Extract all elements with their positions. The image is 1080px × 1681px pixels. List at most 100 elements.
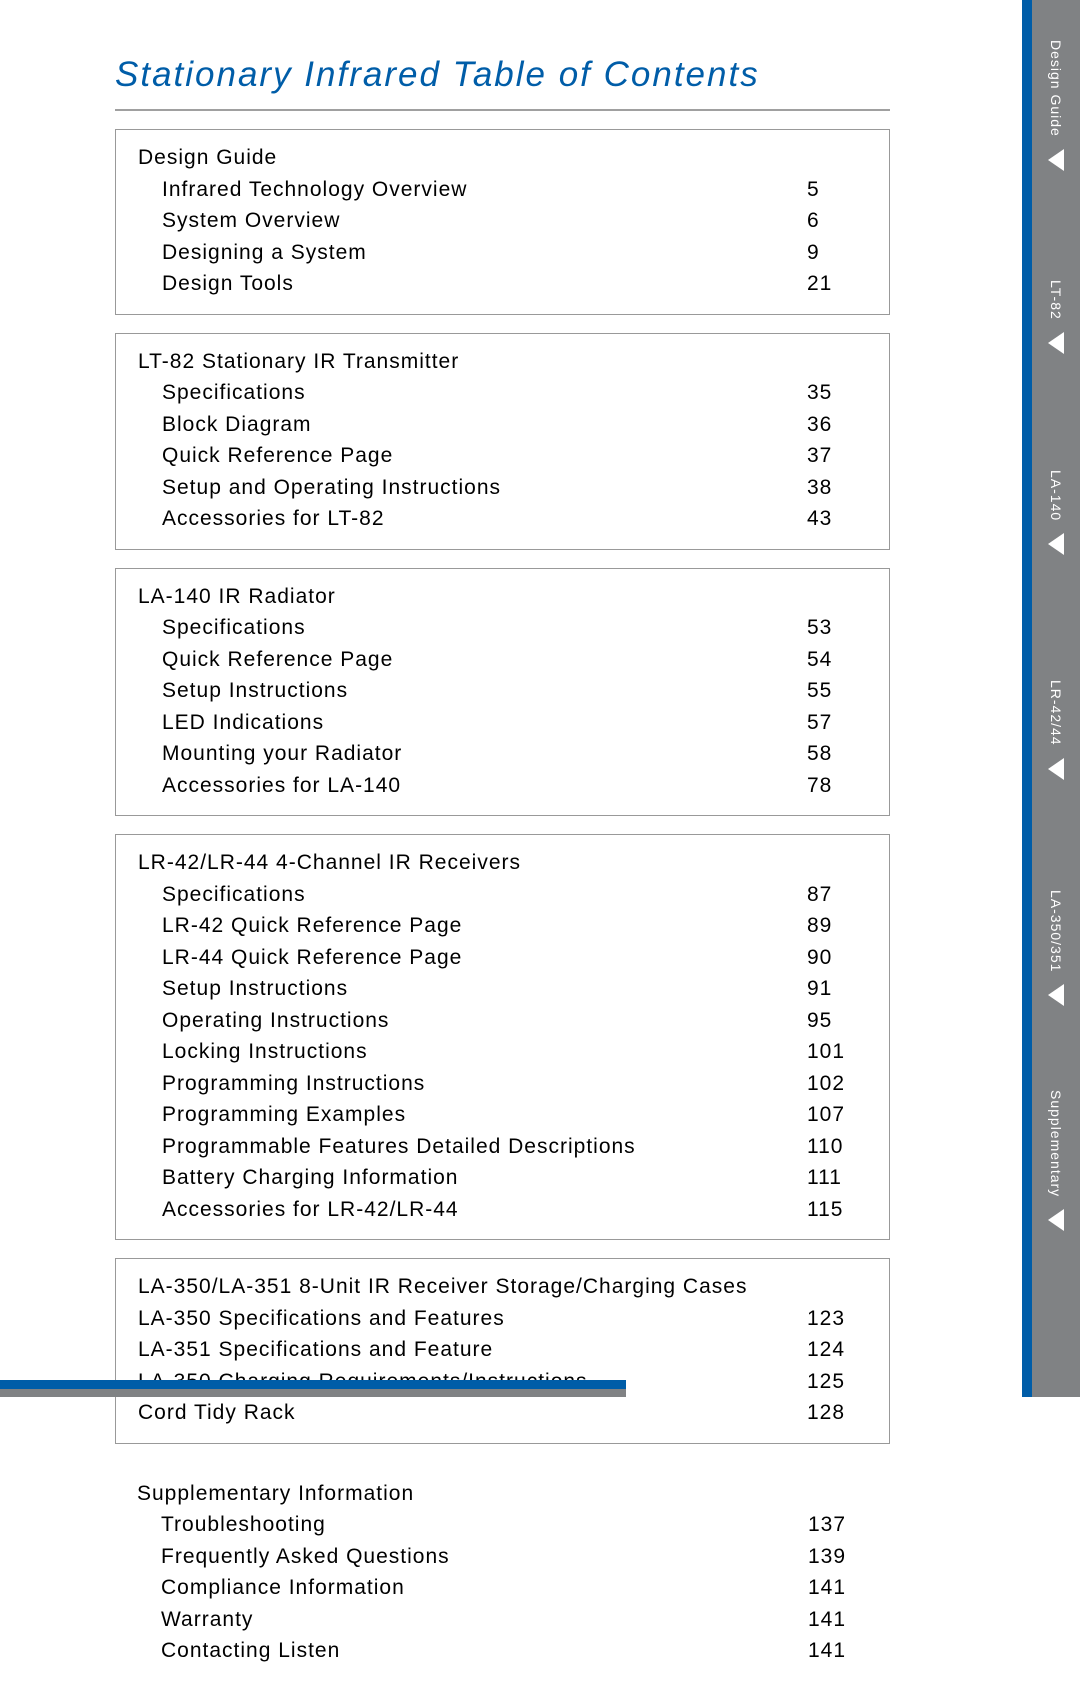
toc-label: LA-350 Specifications and Features <box>138 1303 807 1335</box>
toc-label: Troubleshooting <box>161 1509 808 1541</box>
toc-page: 38 <box>807 472 867 504</box>
toc-page: 141 <box>808 1572 868 1604</box>
left-arrow-icon <box>1048 149 1064 171</box>
toc-row: Battery Charging Information111 <box>138 1162 867 1194</box>
toc-container: Design GuideInfrared Technology Overview… <box>115 129 890 1681</box>
toc-label: Accessories for LT-82 <box>162 503 807 535</box>
sidebar-tab[interactable]: LA-350/351 <box>1032 890 1080 1006</box>
toc-label: Accessories for LR-42/LR-44 <box>162 1194 807 1226</box>
toc-page: 58 <box>807 738 867 770</box>
toc-page: 101 <box>807 1036 867 1068</box>
tab-label: LR-42/44 <box>1048 680 1064 746</box>
toc-label: Accessories for LA-140 <box>162 770 807 802</box>
toc-label: Specifications <box>162 612 807 644</box>
sidebar-tab[interactable]: LA-140 <box>1032 470 1080 555</box>
toc-label: Mounting your Radiator <box>162 738 807 770</box>
toc-page: 43 <box>807 503 867 535</box>
toc-row: Specifications35 <box>138 377 867 409</box>
footer-bar-blue <box>0 1380 626 1389</box>
left-arrow-icon <box>1048 533 1064 555</box>
toc-label: Specifications <box>162 377 807 409</box>
tab-label: Supplementary <box>1048 1090 1064 1197</box>
toc-row: Locking Instructions101 <box>138 1036 867 1068</box>
toc-page: 107 <box>807 1099 867 1131</box>
toc-label: Programming Instructions <box>162 1068 807 1100</box>
toc-label: Locking Instructions <box>162 1036 807 1068</box>
toc-row: Programming Instructions102 <box>138 1068 867 1100</box>
sidebar-tab[interactable]: Supplementary <box>1032 1090 1080 1231</box>
tab-label: LA-140 <box>1048 470 1064 521</box>
toc-page: 55 <box>807 675 867 707</box>
toc-label: Warranty <box>161 1604 808 1636</box>
toc-row: LR-42 Quick Reference Page89 <box>138 910 867 942</box>
sidebar-tabs: Design Guide LT-82 LA-140 LR-42/44 LA-350/35… <box>1022 0 1080 1397</box>
toc-page: 91 <box>807 973 867 1005</box>
toc-label: Programmable Features Detailed Descripti… <box>162 1131 807 1163</box>
section-heading: Supplementary Information <box>137 1478 868 1510</box>
toc-section: LA-350/LA-351 8-Unit IR Receiver Storage… <box>115 1258 890 1444</box>
sidebar-tab[interactable]: Design Guide <box>1032 40 1080 171</box>
toc-page: 141 <box>808 1635 868 1667</box>
toc-page: 87 <box>807 879 867 911</box>
toc-label: LED Indications <box>162 707 807 739</box>
toc-page: 37 <box>807 440 867 472</box>
left-arrow-icon <box>1048 1209 1064 1231</box>
sidebar-tab[interactable]: LR-42/44 <box>1032 680 1080 780</box>
toc-page: 123 <box>807 1303 867 1335</box>
section-heading: LT-82 Stationary IR Transmitter <box>138 346 867 378</box>
toc-row: Setup and Operating Instructions38 <box>138 472 867 504</box>
toc-label: Contacting Listen <box>161 1635 808 1667</box>
toc-row: Specifications53 <box>138 612 867 644</box>
toc-row: LR-44 Quick Reference Page90 <box>138 942 867 974</box>
toc-label: System Overview <box>162 205 807 237</box>
toc-label: LR-42 Quick Reference Page <box>162 910 807 942</box>
toc-row: Setup Instructions91 <box>138 973 867 1005</box>
tab-label: LA-350/351 <box>1048 890 1064 972</box>
toc-row: Accessories for LR-42/LR-44115 <box>138 1194 867 1226</box>
toc-row: Troubleshooting137 <box>137 1509 868 1541</box>
toc-label: Frequently Asked Questions <box>161 1541 808 1573</box>
toc-section: LR-42/LR-44 4-Channel IR ReceiversSpecif… <box>115 834 890 1240</box>
toc-page: 115 <box>807 1194 867 1226</box>
section-heading: Design Guide <box>138 142 867 174</box>
toc-row: Quick Reference Page37 <box>138 440 867 472</box>
toc-row: Design Tools21 <box>138 268 867 300</box>
toc-page: 128 <box>807 1397 867 1429</box>
toc-row: Operating Instructions95 <box>138 1005 867 1037</box>
toc-page: 90 <box>807 942 867 974</box>
toc-row: Programming Examples107 <box>138 1099 867 1131</box>
toc-page: 102 <box>807 1068 867 1100</box>
toc-label: Designing a System <box>162 237 807 269</box>
toc-section: LT-82 Stationary IR TransmitterSpecifica… <box>115 333 890 550</box>
toc-row: Cord Tidy Rack128 <box>138 1397 867 1429</box>
toc-row: Accessories for LA-14078 <box>138 770 867 802</box>
footer-bar-gray <box>0 1389 626 1397</box>
toc-label: Cord Tidy Rack <box>138 1397 807 1429</box>
toc-page: 141 <box>808 1604 868 1636</box>
toc-page: 137 <box>808 1509 868 1541</box>
left-arrow-icon <box>1048 758 1064 780</box>
toc-row: Accessories for LT-8243 <box>138 503 867 535</box>
toc-row: LA-351 Specifications and Feature124 <box>138 1334 867 1366</box>
toc-page: 5 <box>807 174 867 206</box>
toc-row: Contacting Listen141 <box>137 1635 868 1667</box>
toc-section: Design GuideInfrared Technology Overview… <box>115 129 890 315</box>
toc-row: System Overview6 <box>138 205 867 237</box>
toc-label: Quick Reference Page <box>162 644 807 676</box>
toc-page: 35 <box>807 377 867 409</box>
toc-label: LR-44 Quick Reference Page <box>162 942 807 974</box>
toc-page: 36 <box>807 409 867 441</box>
toc-page: 57 <box>807 707 867 739</box>
toc-label: Design Tools <box>162 268 807 300</box>
toc-page: 111 <box>807 1162 867 1194</box>
toc-label: Programming Examples <box>162 1099 807 1131</box>
toc-row: Mounting your Radiator58 <box>138 738 867 770</box>
toc-page: 139 <box>808 1541 868 1573</box>
tab-label: LT-82 <box>1048 280 1064 320</box>
tab-label: Design Guide <box>1048 40 1064 137</box>
toc-label: Setup Instructions <box>162 973 807 1005</box>
sidebar-tab[interactable]: LT-82 <box>1032 280 1080 354</box>
toc-label: Infrared Technology Overview <box>162 174 807 206</box>
toc-page: 21 <box>807 268 867 300</box>
section-heading: LR-42/LR-44 4-Channel IR Receivers <box>138 847 867 879</box>
